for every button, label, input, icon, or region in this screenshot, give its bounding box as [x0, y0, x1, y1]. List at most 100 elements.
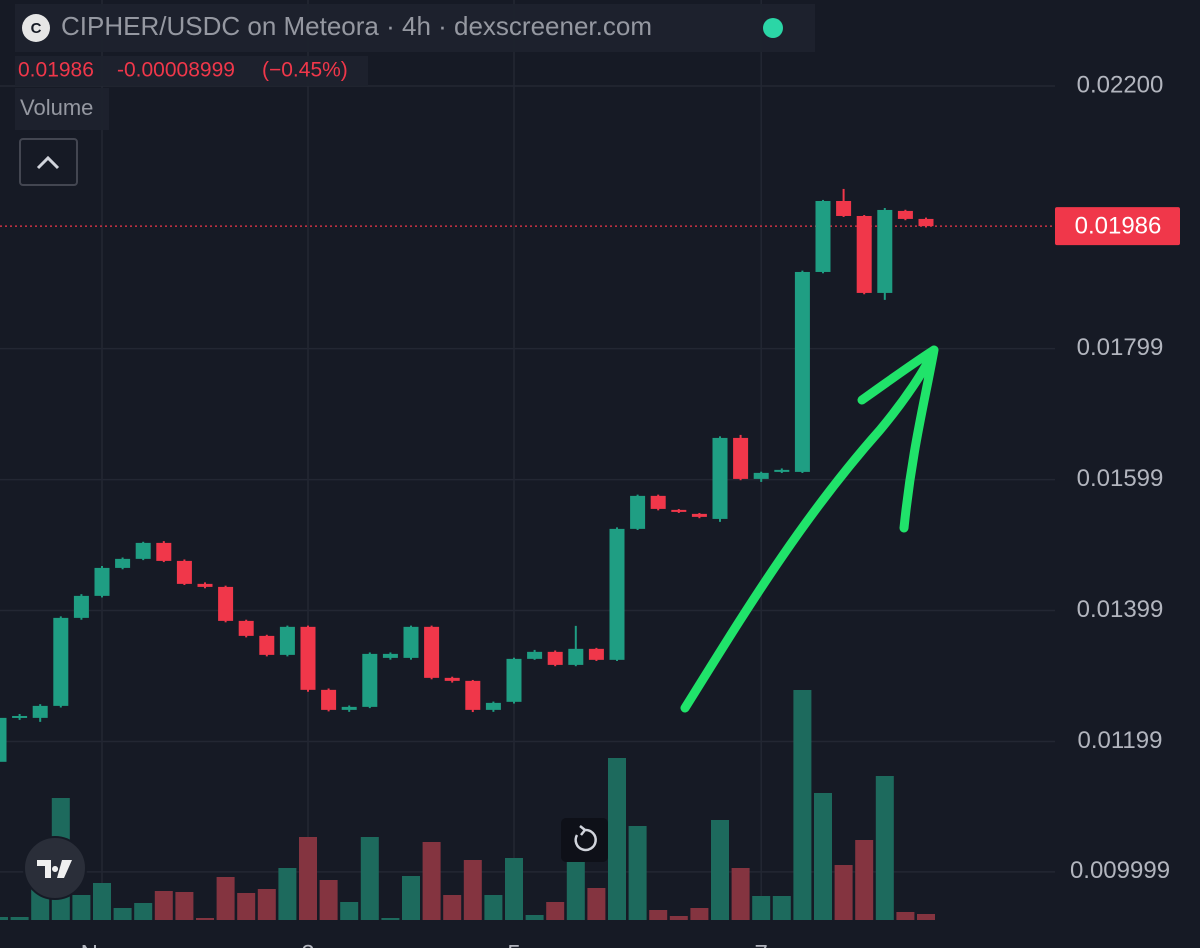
volume-bar [175, 892, 194, 920]
volume-bar [340, 902, 359, 920]
candle-body [115, 558, 131, 568]
candle-body [279, 626, 295, 655]
volume-bar [154, 891, 173, 920]
candle-body [527, 651, 543, 659]
reset-icon [574, 825, 597, 852]
volume-bar [546, 902, 565, 920]
header-change: -0.00008999 [117, 59, 235, 82]
title-box [15, 4, 815, 52]
volume-bar [443, 895, 462, 920]
price-tag: 0.01986 [1075, 212, 1162, 239]
y-tick-label: 0.01599 [1077, 465, 1164, 492]
volume-bar [278, 868, 297, 920]
volume-bar [649, 910, 668, 920]
volume-bar [93, 883, 111, 920]
volume-bar [731, 868, 750, 920]
candle-body [485, 702, 501, 710]
candle-body [176, 560, 192, 584]
candle-body [588, 648, 604, 660]
candle-body [918, 218, 934, 227]
x-tick-label: 3 [301, 940, 314, 948]
candle-body [197, 583, 213, 587]
x-tick-label: 5 [507, 940, 520, 948]
candle-body [73, 595, 89, 618]
volume-label: Volume [20, 95, 93, 120]
y-tick-label: 0.01199 [1078, 727, 1163, 754]
candle-body [815, 200, 831, 272]
candle-body [568, 648, 584, 665]
volume-bar [525, 915, 544, 920]
candle-body [362, 653, 378, 707]
candle-body [444, 677, 460, 681]
volume-bar [237, 893, 256, 920]
candle-body [321, 689, 337, 710]
volume-bar [793, 690, 812, 920]
candle-body [94, 567, 110, 596]
chevron-icon [36, 155, 60, 170]
icon [22, 14, 50, 42]
volume-bar [196, 918, 214, 920]
candle-body [877, 209, 893, 293]
status-dot [763, 18, 783, 38]
volume-bar [463, 860, 482, 920]
candle-body [733, 437, 749, 479]
volume-bar [814, 793, 832, 920]
candle-body [836, 200, 852, 216]
volume-bar [72, 895, 91, 920]
candle-body [897, 210, 913, 219]
y-tick-label: 0.009999 [1070, 857, 1170, 884]
reset-button[interactable] [561, 818, 608, 862]
volume-bar [834, 865, 853, 920]
arrow-annotation [680, 345, 939, 713]
volume-bar [855, 840, 874, 920]
collapse-button[interactable] [19, 138, 78, 186]
candle-body [382, 653, 398, 658]
y-tick-label: 0.01799 [1077, 334, 1164, 361]
candle-body [259, 635, 275, 655]
candle-body [0, 717, 7, 762]
volume-bar [360, 837, 379, 920]
volume-bar [608, 758, 626, 920]
y-tick-label: 0.01399 [1077, 596, 1164, 623]
candle-body [650, 495, 666, 509]
header-price: 0.01986 [18, 59, 94, 82]
icon-letter: C [31, 20, 42, 37]
volume-box [15, 88, 109, 130]
title: CIPHER/USDC on Meteora · 4h · dexscreene… [61, 11, 652, 41]
price-box [15, 56, 368, 86]
volume-bar [402, 876, 420, 920]
volume-bar [319, 880, 338, 920]
candle-body [156, 542, 172, 561]
volume-bar [113, 908, 132, 920]
header-change-pct: (−0.45%) [262, 59, 348, 82]
candle-body [609, 528, 625, 660]
volume-bar [257, 889, 276, 920]
candle-body [671, 509, 687, 512]
candle-body [630, 495, 646, 529]
candle-body [691, 513, 707, 517]
candle-body [32, 705, 48, 718]
candle-body [424, 626, 440, 678]
candle-body [53, 617, 69, 706]
volume-bar [875, 776, 894, 920]
volume-bar [587, 888, 606, 920]
volume-bar [628, 826, 647, 920]
volume-bar [752, 896, 771, 920]
candle-body [712, 437, 728, 519]
candle-body [753, 472, 769, 479]
volume-bar [690, 908, 709, 920]
x-tick-label: 7 [755, 940, 768, 948]
price-tag-bg [1055, 207, 1180, 246]
candle-body [547, 651, 563, 665]
volume-bar [484, 895, 503, 920]
y-tick-label: 0.02200 [1077, 71, 1164, 98]
candle-body [12, 715, 28, 718]
candle-body [300, 626, 316, 690]
volume-bar [134, 903, 153, 920]
candle-body [238, 620, 254, 636]
candle-body [135, 542, 151, 559]
volume-bar [10, 917, 29, 920]
candle-body [218, 586, 234, 621]
